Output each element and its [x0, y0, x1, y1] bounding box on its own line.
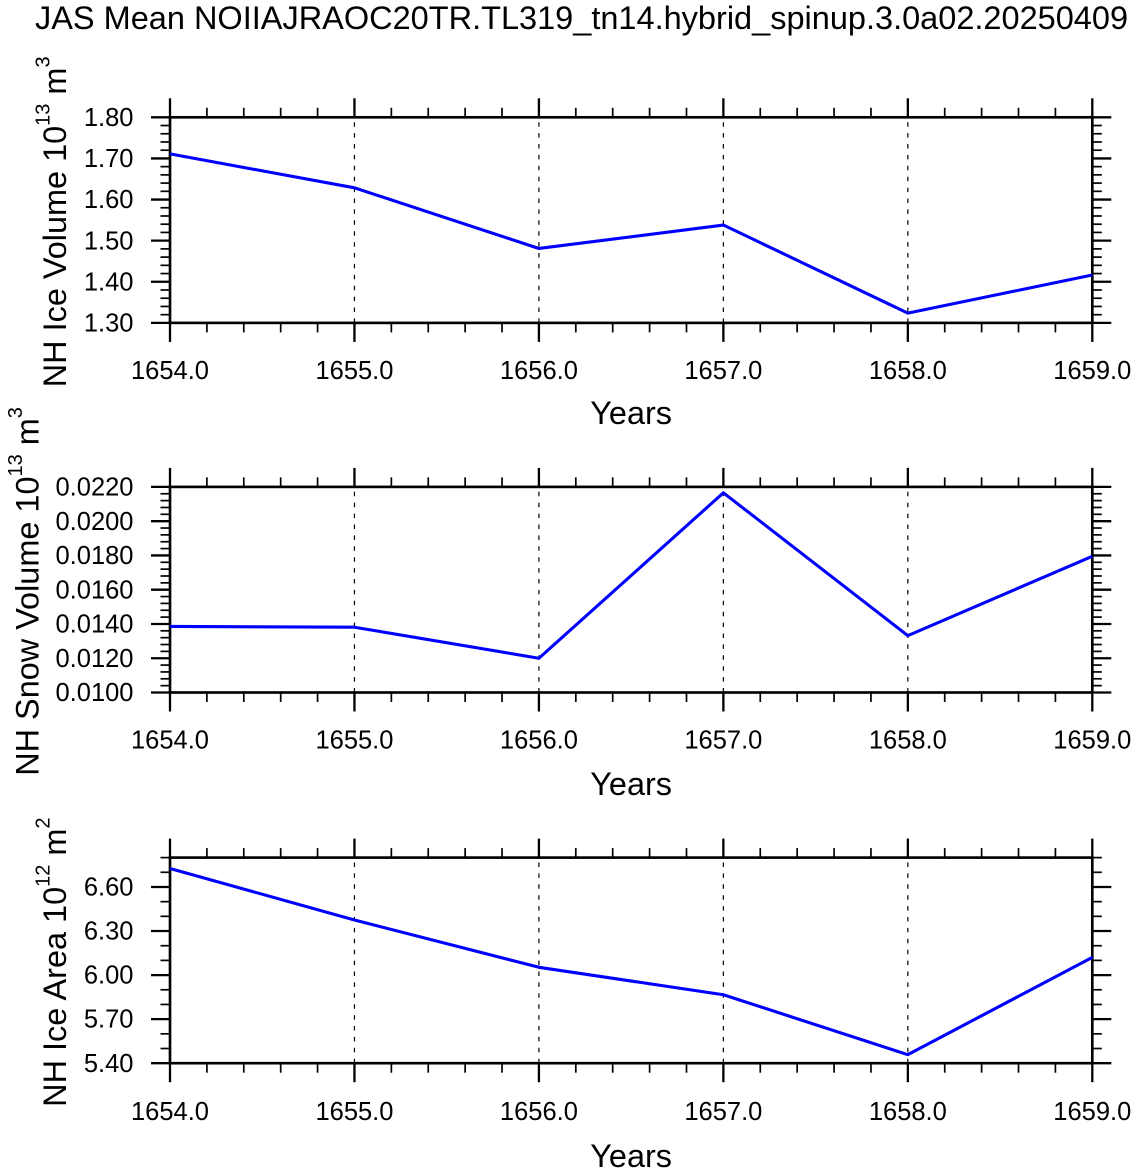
svg-text:5.40: 5.40 — [84, 1050, 134, 1078]
svg-text:6.60: 6.60 — [84, 874, 134, 902]
svg-text:1.40: 1.40 — [84, 268, 134, 296]
svg-text:1657.0: 1657.0 — [684, 1098, 762, 1126]
svg-text:1655.0: 1655.0 — [315, 727, 393, 755]
svg-text:Years: Years — [590, 1138, 672, 1172]
svg-text:1655.0: 1655.0 — [315, 1098, 393, 1126]
svg-text:0.0160: 0.0160 — [56, 576, 134, 604]
svg-text:0.0200: 0.0200 — [56, 508, 134, 536]
svg-text:NH Snow Volume 1013 m3: NH Snow Volume 1013 m3 — [5, 407, 46, 776]
svg-text:1.70: 1.70 — [84, 145, 134, 173]
svg-text:6.00: 6.00 — [84, 962, 134, 990]
svg-text:NH Ice Volume 1013 m3: NH Ice Volume 1013 m3 — [33, 56, 74, 387]
svg-text:1659.0: 1659.0 — [1053, 727, 1131, 755]
svg-text:1657.0: 1657.0 — [684, 357, 762, 385]
svg-text:1658.0: 1658.0 — [869, 1098, 947, 1126]
svg-text:1658.0: 1658.0 — [869, 357, 947, 385]
svg-text:Years: Years — [590, 395, 672, 431]
svg-text:1654.0: 1654.0 — [131, 727, 209, 755]
svg-text:1654.0: 1654.0 — [131, 357, 209, 385]
svg-text:JAS Mean NOIIAJRAOC20TR.TL319_: JAS Mean NOIIAJRAOC20TR.TL319_tn14.hybri… — [35, 0, 1128, 36]
svg-text:1658.0: 1658.0 — [869, 727, 947, 755]
svg-text:Years: Years — [590, 766, 672, 802]
svg-text:1654.0: 1654.0 — [131, 1098, 209, 1126]
svg-text:1.60: 1.60 — [84, 186, 134, 214]
svg-text:1656.0: 1656.0 — [500, 727, 578, 755]
svg-text:1657.0: 1657.0 — [684, 727, 762, 755]
svg-text:0.0100: 0.0100 — [56, 679, 134, 707]
svg-text:0.0120: 0.0120 — [56, 645, 134, 673]
svg-text:6.30: 6.30 — [84, 918, 134, 946]
svg-text:1655.0: 1655.0 — [315, 357, 393, 385]
svg-text:0.0220: 0.0220 — [56, 474, 134, 502]
svg-text:1656.0: 1656.0 — [500, 357, 578, 385]
svg-text:0.0140: 0.0140 — [56, 611, 134, 639]
svg-text:1659.0: 1659.0 — [1053, 1098, 1131, 1126]
svg-text:1656.0: 1656.0 — [500, 1098, 578, 1126]
svg-text:0.0180: 0.0180 — [56, 542, 134, 570]
svg-text:5.70: 5.70 — [84, 1006, 134, 1034]
svg-text:1.80: 1.80 — [84, 104, 134, 132]
svg-text:1.50: 1.50 — [84, 227, 134, 255]
svg-text:NH Ice Area 1012 m2: NH Ice Area 1012 m2 — [33, 817, 74, 1106]
svg-text:1.30: 1.30 — [84, 310, 134, 338]
svg-text:1659.0: 1659.0 — [1053, 357, 1131, 385]
